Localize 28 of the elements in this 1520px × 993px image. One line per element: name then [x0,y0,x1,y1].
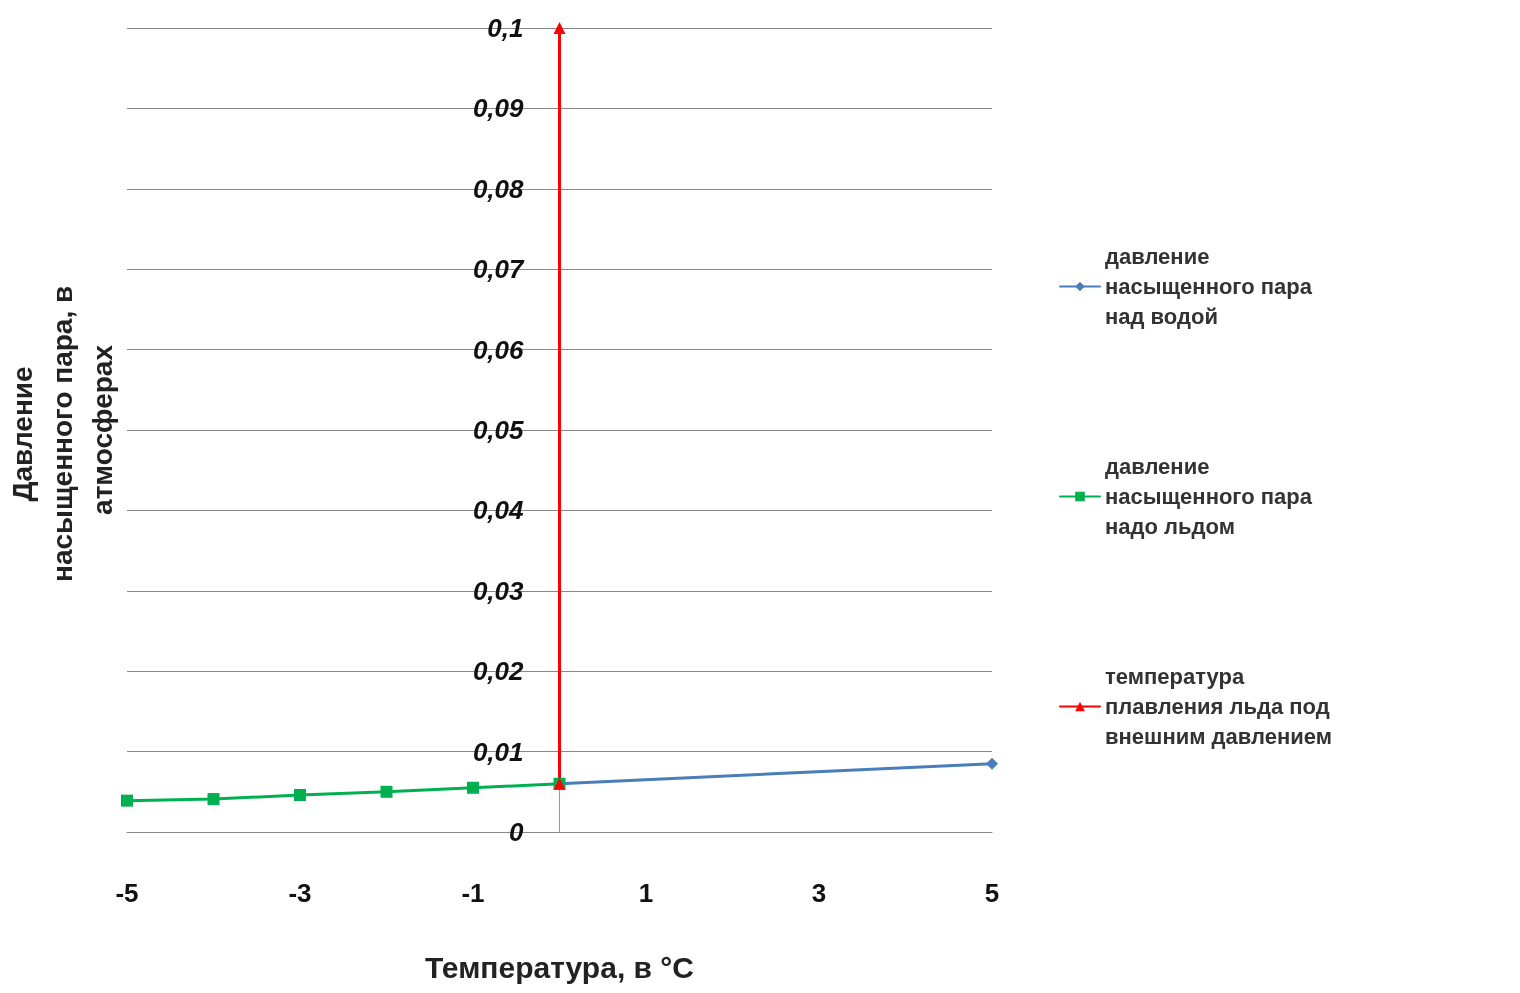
y-tick-label: 0,09 [472,93,525,124]
y-tick-label: 0,02 [472,656,525,687]
y-tick-label: 0,08 [472,173,525,204]
point [380,785,393,798]
x-tick-label: 3 [811,878,827,908]
y-tick-label: 0 [509,817,525,847]
y-tick-label: 0,04 [472,495,525,526]
y-axis-title: Давление насыщенного пара, в атмосферах [6,278,118,582]
point [207,793,220,806]
y-tick-label: 0,07 [472,254,526,285]
x-tick-label: -1 [461,878,485,908]
y-tick-label: 0,01 [472,736,524,767]
y-tick-label: 0,1 [487,13,524,43]
y-tick-label: 0,03 [472,575,525,606]
x-tick-label: -5 [115,878,139,908]
x-axis-title: Температура, в °C [425,950,694,984]
x-tick-label: 5 [984,878,1000,908]
legend-label: давление насыщенного пара надо льдом [1105,454,1319,539]
legend-label: давление насыщенного пара над водой [1105,244,1319,329]
y-tick-label: 0,05 [472,415,525,445]
x-tick-label: 1 [638,878,654,908]
point [121,794,133,807]
point [294,789,306,802]
x-tick-label: -3 [288,878,312,908]
y-tick-label: 0,06 [472,334,525,365]
legend-label: температура плавления льда под внешним давлением [1105,664,1336,749]
point [986,757,998,770]
point [467,781,479,794]
